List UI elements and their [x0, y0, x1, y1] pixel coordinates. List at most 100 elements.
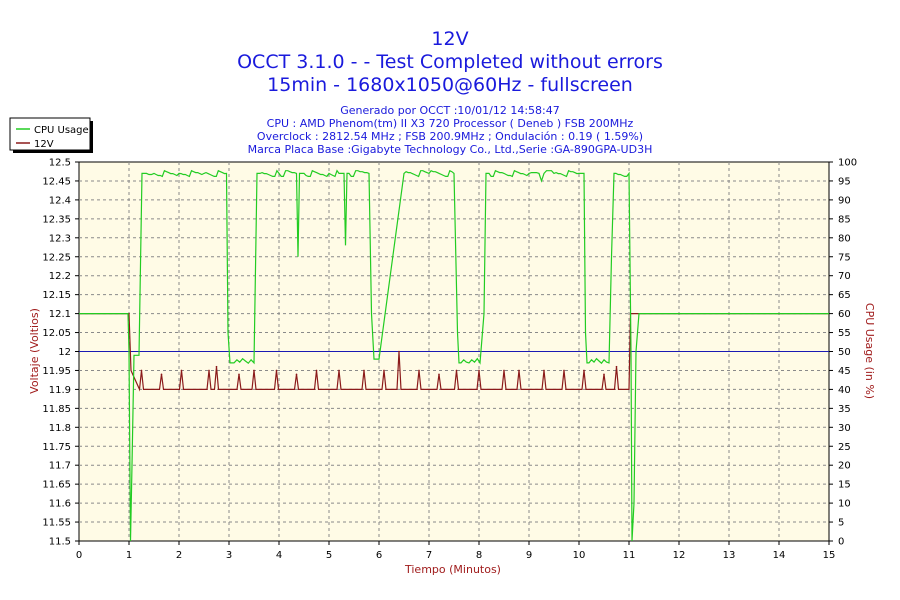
- voltage-spike-point: [275, 369, 278, 372]
- y-left-tick-label: 11.75: [42, 442, 71, 453]
- x-tick-label: 5: [326, 550, 332, 561]
- voltage-spike-point: [478, 369, 480, 372]
- y-right-tick-label: 35: [838, 404, 851, 415]
- y-right-tick-label: 85: [838, 214, 851, 225]
- x-tick-label: 7: [426, 550, 432, 561]
- y-right-tick-label: 90: [838, 195, 851, 206]
- info-motherboard: Marca Placa Base :Gigabyte Technology Co…: [248, 143, 653, 156]
- legend: CPU Usage 12V: [9, 117, 93, 153]
- y-right-tick-label: 5: [838, 518, 844, 529]
- voltage-spike-point: [315, 369, 318, 372]
- legend-label-cpu-usage: CPU Usage: [34, 125, 89, 136]
- x-tick-label: 8: [476, 550, 482, 561]
- info-overclock: Overclock : 2812.54 MHz ; FSB 200.9MHz ;…: [257, 130, 643, 143]
- y-right-tick-label: 100: [838, 158, 857, 169]
- voltage-spike-point: [208, 369, 210, 372]
- y-left-tick-label: 11.55: [42, 518, 71, 529]
- axis-ticks: 0 1 2 3 4 5 6 7 8 9 10 11 12 13 14 1511.511.5511.611.65…: [42, 158, 857, 562]
- y-right-tick-label: 20: [838, 461, 851, 472]
- x-tick-label: 10: [573, 550, 586, 561]
- voltage-spike-point: [503, 369, 505, 372]
- y-left-tick-label: 11.85: [42, 404, 71, 415]
- y-right-tick-label: 50: [838, 347, 851, 358]
- voltage-spike-point: [438, 373, 440, 376]
- y-left-tick-label: 11.9: [49, 385, 71, 396]
- x-axis-title: Tiempo (Minutos): [404, 563, 501, 576]
- voltage-spike-point: [418, 369, 420, 372]
- y-right-tick-label: 25: [838, 442, 851, 453]
- y-left-tick-label: 12.35: [42, 214, 71, 225]
- voltage-spike-point: [615, 365, 618, 368]
- y-right-tick-label: 10: [838, 499, 851, 510]
- y-left-tick-label: 12.4: [49, 195, 71, 206]
- x-tick-label: 4: [276, 550, 282, 561]
- y-right-tick-label: 15: [838, 480, 851, 491]
- voltage-spike-point: [383, 369, 385, 372]
- voltage-spike-point: [518, 369, 520, 372]
- voltage-spike-point: [160, 373, 163, 376]
- y-right-tick-label: 80: [838, 233, 851, 244]
- x-tick-label: 2: [176, 550, 182, 561]
- voltage-spike-point: [398, 350, 400, 353]
- legend-box: [9, 117, 91, 151]
- y-right-tick-label: 30: [838, 423, 851, 434]
- y-axis-right-title: CPU Usage (in %): [863, 303, 876, 399]
- y-left-tick-label: 12.1: [49, 309, 71, 320]
- x-tick-label: 6: [376, 550, 382, 561]
- y-right-tick-label: 45: [838, 366, 851, 377]
- legend-label-12v: 12V: [34, 139, 54, 150]
- y-left-tick-label: 12.2: [49, 271, 71, 282]
- y-left-tick-label: 11.95: [42, 366, 71, 377]
- chart-subtitle-2: 15min - 1680x1050@60Hz - fullscreen: [267, 74, 633, 96]
- y-right-tick-label: 75: [838, 252, 851, 263]
- x-tick-label: 0: [76, 550, 82, 561]
- y-left-tick-label: 12.15: [42, 290, 71, 301]
- x-tick-label: 14: [773, 550, 786, 561]
- y-right-tick-label: 70: [838, 271, 851, 282]
- voltage-spike-point: [338, 369, 340, 372]
- y-left-tick-label: 12: [58, 347, 71, 358]
- y-left-tick-label: 12.3: [49, 233, 71, 244]
- series-line-cpu-usage: [79, 169, 829, 542]
- voltage-spike-point: [563, 369, 565, 372]
- x-tick-label: 15: [823, 550, 836, 561]
- voltage-spike-point: [253, 369, 255, 372]
- x-tick-label: 13: [723, 550, 736, 561]
- voltage-spike-point: [543, 369, 545, 372]
- y-axis-left-title: Voltaje (Voltios): [28, 308, 41, 394]
- y-left-tick-label: 12.5: [49, 158, 71, 169]
- x-tick-label: 12: [673, 550, 686, 561]
- info-cpu: CPU : AMD Phenom(tm) II X3 720 Processor…: [267, 117, 634, 130]
- y-left-tick-label: 11.8: [49, 423, 71, 434]
- voltage-spike-point: [180, 369, 183, 372]
- y-right-tick-label: 65: [838, 290, 851, 301]
- y-left-tick-label: 11.65: [42, 480, 71, 491]
- y-left-tick-label: 12.25: [42, 252, 71, 263]
- voltage-spike-point: [238, 373, 240, 376]
- y-right-tick-label: 0: [838, 537, 844, 548]
- x-tick-label: 3: [226, 550, 232, 561]
- voltage-spike-point: [140, 369, 143, 372]
- voltage-spike-point: [583, 369, 585, 372]
- y-right-tick-label: 55: [838, 328, 851, 339]
- y-left-tick-label: 11.7: [49, 461, 71, 472]
- info-generated: Generado por OCCT :10/01/12 14:58:47: [340, 104, 559, 117]
- y-left-tick-label: 11.6: [49, 499, 71, 510]
- y-right-tick-label: 40: [838, 385, 851, 396]
- voltage-spike-point: [603, 373, 605, 376]
- y-right-tick-label: 95: [838, 176, 851, 187]
- voltage-spike-point: [215, 365, 218, 368]
- chart-title: 12V: [431, 28, 468, 50]
- voltage-spike-point: [295, 373, 298, 376]
- series-line-12v: [79, 313, 829, 392]
- chart-subtitle-1: OCCT 3.1.0 - - Test Completed without er…: [237, 51, 663, 73]
- y-right-tick-label: 60: [838, 309, 851, 320]
- x-tick-label: 1: [126, 550, 132, 561]
- x-tick-label: 9: [526, 550, 532, 561]
- y-left-tick-label: 12.05: [42, 328, 71, 339]
- voltage-spike-point: [455, 369, 458, 372]
- y-left-tick-label: 12.45: [42, 176, 71, 187]
- y-left-tick-label: 11.5: [49, 537, 71, 548]
- x-tick-label: 11: [623, 550, 636, 561]
